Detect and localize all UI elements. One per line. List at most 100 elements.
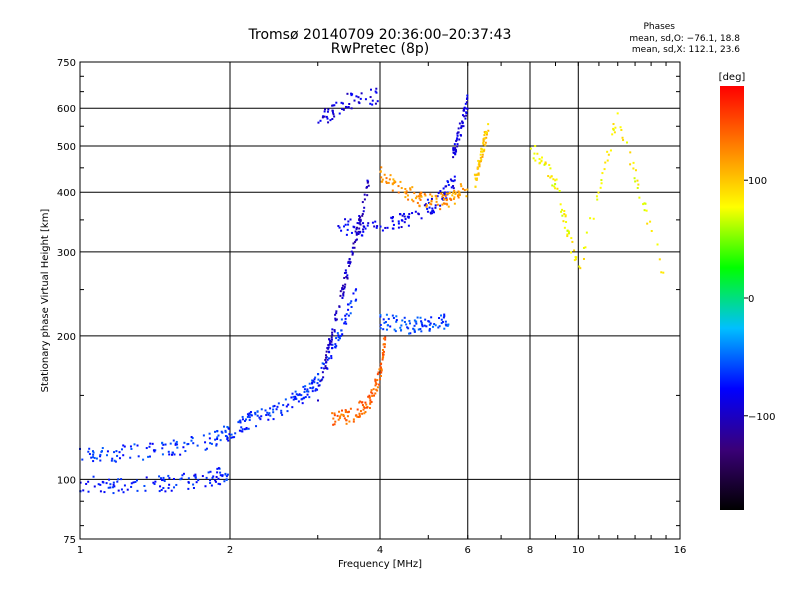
data-point: [619, 126, 622, 129]
data-point: [379, 374, 382, 377]
data-point: [118, 451, 121, 454]
data-point: [649, 220, 652, 223]
data-point: [456, 134, 459, 137]
data-point: [361, 214, 364, 217]
data-point: [326, 367, 329, 370]
data-point: [419, 327, 422, 330]
data-point: [601, 172, 604, 175]
data-point: [353, 241, 356, 244]
data-point: [107, 486, 110, 489]
data-point: [227, 439, 230, 442]
data-point: [158, 475, 161, 478]
data-point: [466, 97, 469, 100]
y-tick-label: 75: [63, 535, 76, 546]
data-point: [381, 229, 384, 232]
data-point: [307, 390, 310, 393]
data-point: [350, 94, 353, 97]
data-point: [360, 92, 363, 95]
data-point: [226, 436, 229, 439]
data-point: [320, 379, 323, 382]
data-point: [332, 113, 335, 116]
data-point: [454, 193, 457, 196]
data-point: [603, 168, 606, 171]
data-point: [319, 119, 322, 122]
data-point: [333, 104, 336, 107]
data-point: [359, 410, 362, 413]
data-point: [268, 412, 271, 415]
data-point: [327, 346, 330, 349]
data-point: [480, 158, 483, 161]
data-point: [407, 224, 410, 227]
data-point: [606, 159, 609, 162]
data-point: [455, 139, 458, 142]
data-point: [332, 417, 335, 420]
data-point: [171, 453, 174, 456]
data-point: [462, 109, 465, 112]
data-point: [407, 198, 410, 201]
data-point: [280, 409, 283, 412]
data-point: [337, 334, 340, 337]
data-point: [487, 123, 490, 126]
data-point: [291, 392, 294, 395]
data-point: [325, 115, 328, 118]
data-point: [350, 300, 353, 303]
data-point: [162, 443, 165, 446]
data-point: [100, 450, 103, 453]
data-point: [338, 417, 341, 420]
data-point: [202, 434, 205, 437]
data-point: [420, 195, 423, 198]
data-point: [349, 312, 352, 315]
data-point: [439, 204, 442, 207]
data-point: [210, 484, 213, 487]
data-point: [187, 487, 190, 490]
data-point: [400, 219, 403, 222]
data-point: [556, 187, 559, 190]
data-point: [481, 150, 484, 153]
data-point: [334, 420, 337, 423]
data-point: [385, 313, 388, 316]
data-point: [330, 338, 333, 341]
data-point: [366, 179, 369, 182]
data-point: [379, 323, 382, 326]
data-point: [344, 320, 347, 323]
data-point: [192, 483, 195, 486]
data-point: [329, 339, 332, 342]
data-point: [457, 196, 460, 199]
data-point: [354, 230, 357, 233]
data-point: [160, 488, 163, 491]
data-point: [403, 320, 406, 323]
data-point: [161, 453, 164, 456]
data-point: [478, 165, 481, 168]
data-point: [551, 184, 554, 187]
data-point: [538, 161, 541, 164]
data-point: [93, 485, 96, 488]
data-point: [379, 225, 382, 228]
data-point: [457, 194, 460, 197]
data-point: [330, 357, 333, 360]
data-point: [337, 225, 340, 228]
data-point: [109, 483, 112, 486]
data-point: [366, 224, 369, 227]
data-point: [303, 388, 306, 391]
data-point: [293, 397, 296, 400]
data-point: [209, 482, 212, 485]
data-point: [364, 401, 367, 404]
data-point: [383, 346, 386, 349]
data-point: [337, 418, 340, 421]
data-point: [431, 207, 434, 210]
data-point: [446, 191, 449, 194]
data-point: [362, 408, 365, 411]
data-point: [430, 197, 433, 200]
data-point: [454, 152, 457, 155]
data-point: [360, 401, 363, 404]
data-point: [331, 331, 334, 334]
data-point: [237, 421, 240, 424]
data-point: [295, 393, 298, 396]
data-point: [99, 459, 102, 462]
data-point: [134, 480, 137, 483]
data-point: [341, 107, 344, 110]
data-point: [323, 115, 326, 118]
data-point: [350, 107, 353, 110]
data-point: [193, 474, 196, 477]
data-point: [375, 226, 378, 229]
